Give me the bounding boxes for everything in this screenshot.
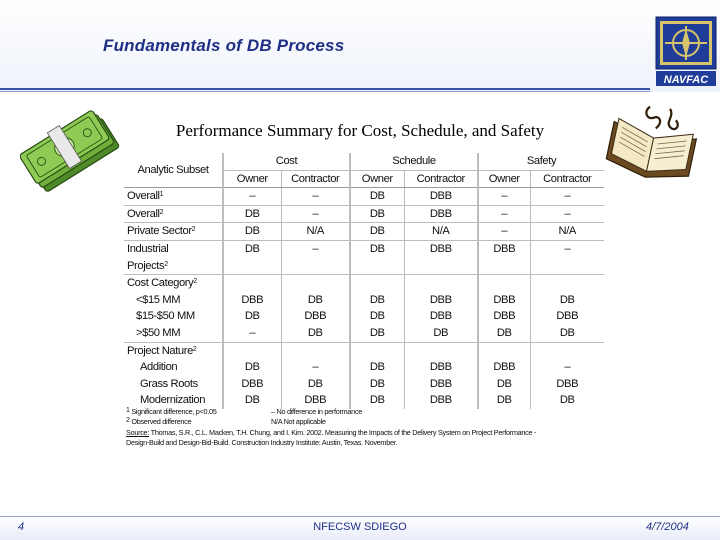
footnote-row: 2 Observed difference N/A Not applicable xyxy=(126,417,606,427)
table-footnotes: 1 Significant difference, p<0.05 – No di… xyxy=(126,407,606,448)
footer-organization: NFECSW SDIEGO xyxy=(313,521,407,533)
table-row: Industrial Projects2 DB – DB DBB DBB – xyxy=(124,240,604,276)
safety-owner-header: Owner xyxy=(478,170,531,189)
table-cell: DB xyxy=(350,240,405,276)
footer-band xyxy=(0,517,720,540)
table-cell: DB DB DB xyxy=(350,274,405,343)
table-cell: DBB xyxy=(404,187,479,206)
table-cell: – xyxy=(478,187,531,206)
table-cell: – xyxy=(223,187,282,206)
row-label: Overall2 xyxy=(124,205,224,224)
table-cell: – xyxy=(281,240,351,276)
slide-title: Fundamentals of DB Process xyxy=(103,36,345,55)
table-cell: DB DB DB xyxy=(350,342,405,409)
table-cell: – DB DBB xyxy=(281,342,351,409)
row-label: Overall1 xyxy=(124,187,224,206)
safety-contractor-header: Contractor xyxy=(530,170,604,189)
logo-wordmark: NAVFAC xyxy=(664,74,709,86)
performance-summary-table: Analytic Subset Cost Schedule Safety Own… xyxy=(124,153,604,409)
table-cell: – xyxy=(281,205,351,224)
table-cell: DBB DBB DB xyxy=(478,274,531,343)
header-rule xyxy=(0,88,650,90)
table-cell: – xyxy=(478,222,531,241)
table-cell: – xyxy=(530,240,604,276)
table-cell: – xyxy=(478,205,531,224)
table-caption: Performance Summary for Cost, Schedule, … xyxy=(175,121,545,140)
table-cell: DBB DBB DB xyxy=(404,274,479,343)
table-row: Overall1 – – DB DBB – – xyxy=(124,187,604,206)
header-rule-thin xyxy=(0,91,650,92)
table-cell: DB DBB DB xyxy=(281,274,351,343)
table-cell: DBB xyxy=(404,240,479,276)
footnote-1: 1 Significant difference, p<0.05 xyxy=(126,407,217,416)
table-cell: DB DBB DB xyxy=(530,274,604,343)
dash-note: – No difference in performance xyxy=(271,407,363,416)
open-book-icon xyxy=(605,105,698,178)
na-note: N/A Not applicable xyxy=(271,417,326,426)
safety-group-header: Safety xyxy=(478,153,604,171)
navfac-logo: NAVFAC xyxy=(655,16,717,86)
schedule-group-header: Schedule xyxy=(350,153,479,171)
table-cell: DB xyxy=(223,205,282,224)
analytic-subset-header: Analytic Subset xyxy=(124,153,224,189)
footer-rule xyxy=(0,516,720,517)
table-cell: N/A xyxy=(530,222,604,241)
footnote-row: 1 Significant difference, p<0.05 – No di… xyxy=(126,407,606,417)
cost-owner-header: Owner xyxy=(223,170,282,189)
table-cell: DB DBB DB xyxy=(223,342,282,409)
table-cell: – xyxy=(530,205,604,224)
footer-date: 4/7/2004 xyxy=(646,521,689,533)
table-cell: DBB DB – xyxy=(223,274,282,343)
table-cell: – DBB DB xyxy=(556,361,579,407)
cost-contractor-header: Contractor xyxy=(281,170,351,189)
schedule-owner-header: Owner xyxy=(350,170,405,189)
row-label: Project Nature2 Addition Grass Roots Mod… xyxy=(124,342,224,409)
table-cell: N/A xyxy=(404,222,479,241)
table-cell: DBB xyxy=(478,240,531,276)
row-label: Private Sector2 xyxy=(124,222,224,241)
row-label: Industrial Projects2 xyxy=(124,240,224,276)
table-cell: DB xyxy=(350,222,405,241)
table-cell: DB xyxy=(223,222,282,241)
table-row: Overall2 DB – DB DBB – – xyxy=(124,205,604,224)
table-cell: DB xyxy=(223,240,282,276)
page-number: 4 xyxy=(18,521,25,533)
table-cell: DBB DBB DBB xyxy=(404,342,479,409)
table-cell: DB xyxy=(350,205,405,224)
footnote-2: 2 Observed difference xyxy=(126,417,192,426)
table-cell: DB xyxy=(350,187,405,206)
sub-header-row: Owner Contractor Owner Contractor Owner … xyxy=(124,170,604,189)
money-stack-icon xyxy=(20,110,120,192)
source-citation: Source: Thomas, S.R., C.L. Macken, T.H. … xyxy=(126,428,537,447)
performance-table-wrap: Analytic Subset Cost Schedule Safety Own… xyxy=(124,153,604,409)
header-band xyxy=(0,0,720,92)
table-cell: N/A xyxy=(281,222,351,241)
group-header-row: Analytic Subset Cost Schedule Safety xyxy=(124,153,604,189)
row-label: Cost Category2 <$15 MM $15-$50 MM >$50 M… xyxy=(124,274,224,343)
table-cell: DBB xyxy=(404,205,479,224)
schedule-contractor-header: Contractor xyxy=(404,170,479,189)
cost-group-header: Cost xyxy=(223,153,351,171)
table-cell: – xyxy=(530,187,604,206)
table-cell: DBB DB DB xyxy=(478,342,531,409)
table-row: Cost Category2 <$15 MM $15-$50 MM >$50 M… xyxy=(124,274,604,343)
table-row: Private Sector2 DB N/A DB N/A – N/A xyxy=(124,222,604,241)
table-cell: – xyxy=(281,187,351,206)
table-row: Project Nature2 Addition Grass Roots Mod… xyxy=(124,342,604,409)
